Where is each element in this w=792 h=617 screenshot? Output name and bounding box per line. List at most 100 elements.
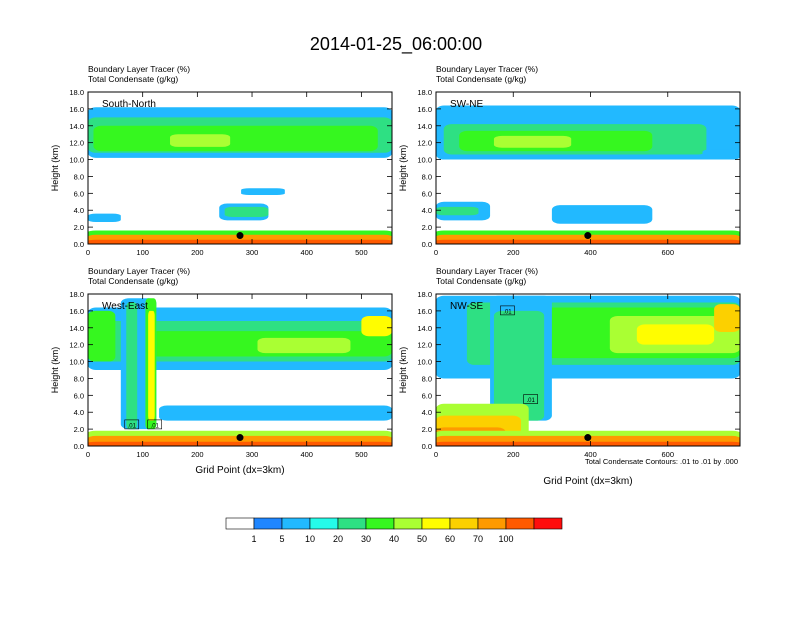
- panel-we: .01 .01 West-East Boundary Layer Tracer (%)…: [50, 266, 393, 476]
- y-tick-label: 12.0: [417, 139, 432, 148]
- contour-label-1: .01: [151, 423, 160, 429]
- colorbar-swatch-11: [533, 517, 563, 530]
- y-tick-label: 14.0: [417, 122, 432, 131]
- panel-label: South-North: [102, 99, 156, 110]
- colorbar-swatch-5: [365, 517, 395, 530]
- plot-frame: [435, 91, 741, 245]
- tracer-field: [436, 295, 740, 446]
- plot-frame: [87, 91, 393, 245]
- tracer-region-4: [361, 315, 392, 337]
- x-tick-label: 500: [355, 248, 368, 257]
- y-tick-label: 18.0: [69, 290, 84, 299]
- x-tick-label: 100: [136, 248, 149, 257]
- colorbar-label-7: 60: [445, 534, 455, 544]
- tracer-region-5: [436, 206, 479, 216]
- x-tick-label: 400: [584, 248, 597, 257]
- y-axis-label: Height (km): [50, 145, 60, 192]
- x-tick-label: 600: [662, 248, 675, 257]
- y-tick-label: 6.0: [422, 189, 432, 198]
- tracer-region-13: [88, 441, 392, 446]
- tracer-region-7: [126, 302, 138, 430]
- panel-header-tracer: Boundary Layer Tracer (%): [88, 64, 190, 74]
- colorbar-swatch-6: [393, 517, 423, 530]
- tracer-region-7: [493, 310, 545, 421]
- y-tick-label: 6.0: [74, 391, 84, 400]
- y-tick-label: 14.0: [417, 324, 432, 333]
- colorbar-swatch-7: [421, 517, 451, 530]
- tracer-field: [88, 298, 392, 446]
- panel-header-condensate: Total Condensate (g/kg): [436, 74, 526, 84]
- colorbar-swatch-3: [309, 517, 339, 530]
- y-tick-label: 12.0: [69, 341, 84, 350]
- y-tick-label: 0.0: [74, 240, 84, 249]
- tracer-region-10: [436, 239, 740, 244]
- colorbar-label-4: 30: [361, 534, 371, 544]
- location-marker: [236, 434, 244, 442]
- y-tick-label: 2.0: [422, 223, 432, 232]
- y-axis-label: Height (km): [50, 347, 60, 394]
- x-tick-label: 400: [584, 450, 597, 459]
- panel-header-condensate: Total Condensate (g/kg): [436, 276, 526, 286]
- plot-frame: [435, 293, 741, 447]
- y-tick-label: 16.0: [417, 307, 432, 316]
- y-tick-label: 18.0: [69, 88, 84, 97]
- colorbar-label-0: 1: [251, 534, 256, 544]
- y-tick-label: 18.0: [417, 88, 432, 97]
- tracer-region-13: [436, 441, 740, 446]
- panel-swne: SW-NE Boundary Layer Tracer (%)Total Cond…: [398, 64, 741, 257]
- tracer-region-5: [714, 304, 740, 332]
- contour-label-box-1: [523, 394, 538, 404]
- contour-label-box-0: [500, 305, 515, 316]
- x-tick-label: 200: [507, 248, 520, 257]
- panel-header-tracer: Boundary Layer Tracer (%): [88, 266, 190, 276]
- tracer-region-3: [257, 337, 351, 354]
- tracer-region-6: [241, 188, 285, 196]
- y-tick-label: 10.0: [417, 156, 432, 165]
- x-tick-label: 0: [434, 450, 438, 459]
- y-tick-label: 16.0: [69, 105, 84, 114]
- tracer-field: [88, 107, 392, 244]
- y-tick-label: 10.0: [69, 358, 84, 367]
- contour-label-1: .01: [526, 398, 535, 404]
- tracer-region-9: [148, 310, 155, 421]
- x-tick-label: 400: [300, 248, 313, 257]
- colorbar-label-5: 40: [389, 534, 399, 544]
- y-tick-label: 14.0: [69, 324, 84, 333]
- y-tick-label: 4.0: [74, 408, 84, 417]
- x-axis-label: Grid Point (dx=3km): [195, 465, 284, 476]
- contour-label-0: .01: [503, 309, 512, 315]
- panel-label: SW-NE: [450, 99, 483, 110]
- panel-header-condensate: Total Condensate (g/kg): [88, 74, 178, 84]
- location-marker: [584, 434, 592, 442]
- y-axis-label: Height (km): [398, 145, 408, 192]
- x-tick-label: 300: [246, 248, 259, 257]
- colorbar-label-2: 10: [305, 534, 315, 544]
- contour-label-box-1: [147, 419, 163, 430]
- colorbar-label-6: 50: [417, 534, 427, 544]
- y-tick-label: 0.0: [422, 240, 432, 249]
- colorbar-swatch-2: [281, 517, 311, 530]
- colorbar-swatch-8: [449, 517, 479, 530]
- x-tick-label: 200: [191, 248, 204, 257]
- tracer-region-2: [93, 125, 378, 152]
- x-tick-label: 200: [507, 450, 520, 459]
- y-tick-label: 0.0: [422, 442, 432, 451]
- colorbar: 1 5 10 20 30 40 50 60 70 100: [225, 517, 563, 544]
- x-tick-label: 500: [355, 450, 368, 459]
- tracer-region-3: [493, 135, 572, 148]
- panel-label: NW-SE: [450, 301, 483, 312]
- contour-info: Total Condensate Contours: .01 to .01 by…: [585, 457, 738, 466]
- colorbar-label-3: 20: [333, 534, 343, 544]
- x-tick-label: 0: [86, 450, 90, 459]
- y-tick-label: 10.0: [417, 358, 432, 367]
- x-tick-label: 300: [246, 450, 259, 459]
- colorbar-swatch-9: [477, 517, 507, 530]
- y-tick-label: 6.0: [74, 189, 84, 198]
- panel-header-tracer: Boundary Layer Tracer (%): [436, 64, 538, 74]
- plot-frame: [87, 293, 393, 447]
- panel-label: West-East: [102, 301, 148, 312]
- y-tick-label: 12.0: [69, 139, 84, 148]
